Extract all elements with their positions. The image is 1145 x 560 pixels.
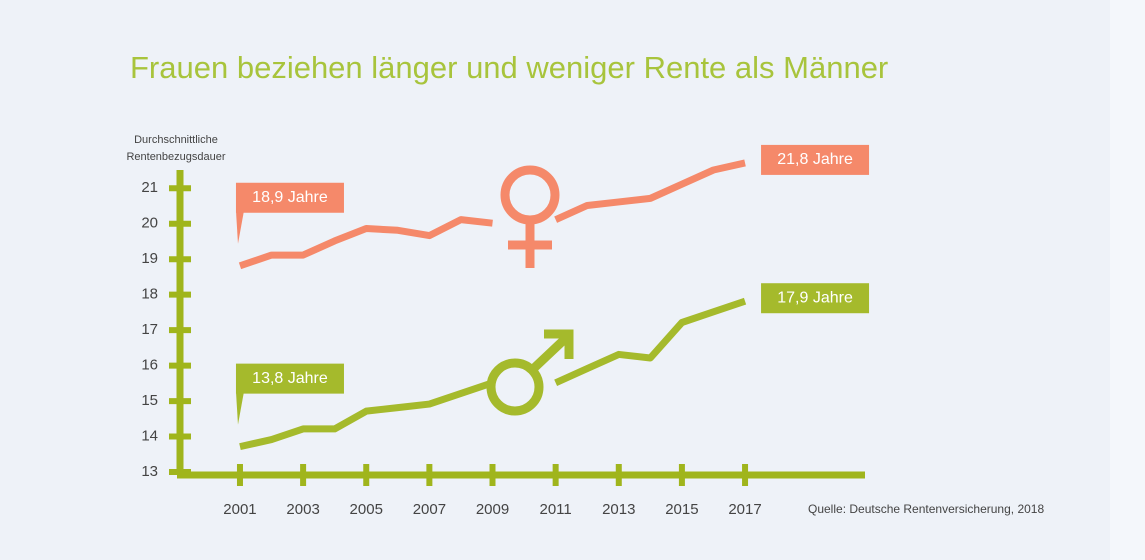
line xyxy=(238,159,746,270)
source: Quelle: Deutsche Rentenversicherung, 201… xyxy=(808,502,1044,516)
value-label: 18,9 Jahre xyxy=(252,189,328,206)
y-tick-label: 20 xyxy=(141,215,158,232)
chart-title: Frauen beziehen länger und weniger Rente… xyxy=(130,50,888,85)
label-box xyxy=(761,283,870,314)
x-tick-label: 2013 xyxy=(602,501,635,518)
value-label: 17,9 Jahre xyxy=(777,289,853,306)
y-tick-label: 21 xyxy=(141,179,158,196)
x-tick-label: 2007 xyxy=(413,501,446,518)
value-label: 21,8 Jahre xyxy=(777,151,853,168)
side-strip xyxy=(1110,0,1145,560)
label-box xyxy=(235,182,344,213)
x-tick-label: 2003 xyxy=(286,501,319,518)
label-box xyxy=(235,363,344,394)
y-tick-label: 16 xyxy=(141,357,158,374)
y-tick-label: 14 xyxy=(141,428,158,445)
y-tick-label: 18 xyxy=(141,286,158,303)
y-axis-label: Durchschnittliche xyxy=(134,134,218,146)
x-tick-label: 2011 xyxy=(540,501,572,518)
y-tick-label: 13 xyxy=(141,463,158,480)
y-tick-label: 17 xyxy=(141,321,158,338)
female-symbol xyxy=(500,165,560,268)
label-tail xyxy=(235,210,244,244)
x-tick-label: 2005 xyxy=(350,501,383,518)
x-tick-label: 2015 xyxy=(665,501,698,518)
x-tick-label: 2009 xyxy=(476,501,509,518)
x-tick-label: 2017 xyxy=(728,501,761,518)
value-label: 13,8 Jahre xyxy=(252,370,328,387)
male-symbol xyxy=(486,329,574,416)
y-tick-label: 15 xyxy=(141,392,158,409)
label-box xyxy=(761,144,870,175)
line xyxy=(239,297,747,451)
label-tail xyxy=(235,391,244,425)
y-tick-label: 19 xyxy=(141,250,158,267)
x-tick-label: 2001 xyxy=(223,501,256,518)
y-axis-label: Rentenbezugsdauer xyxy=(126,151,225,163)
